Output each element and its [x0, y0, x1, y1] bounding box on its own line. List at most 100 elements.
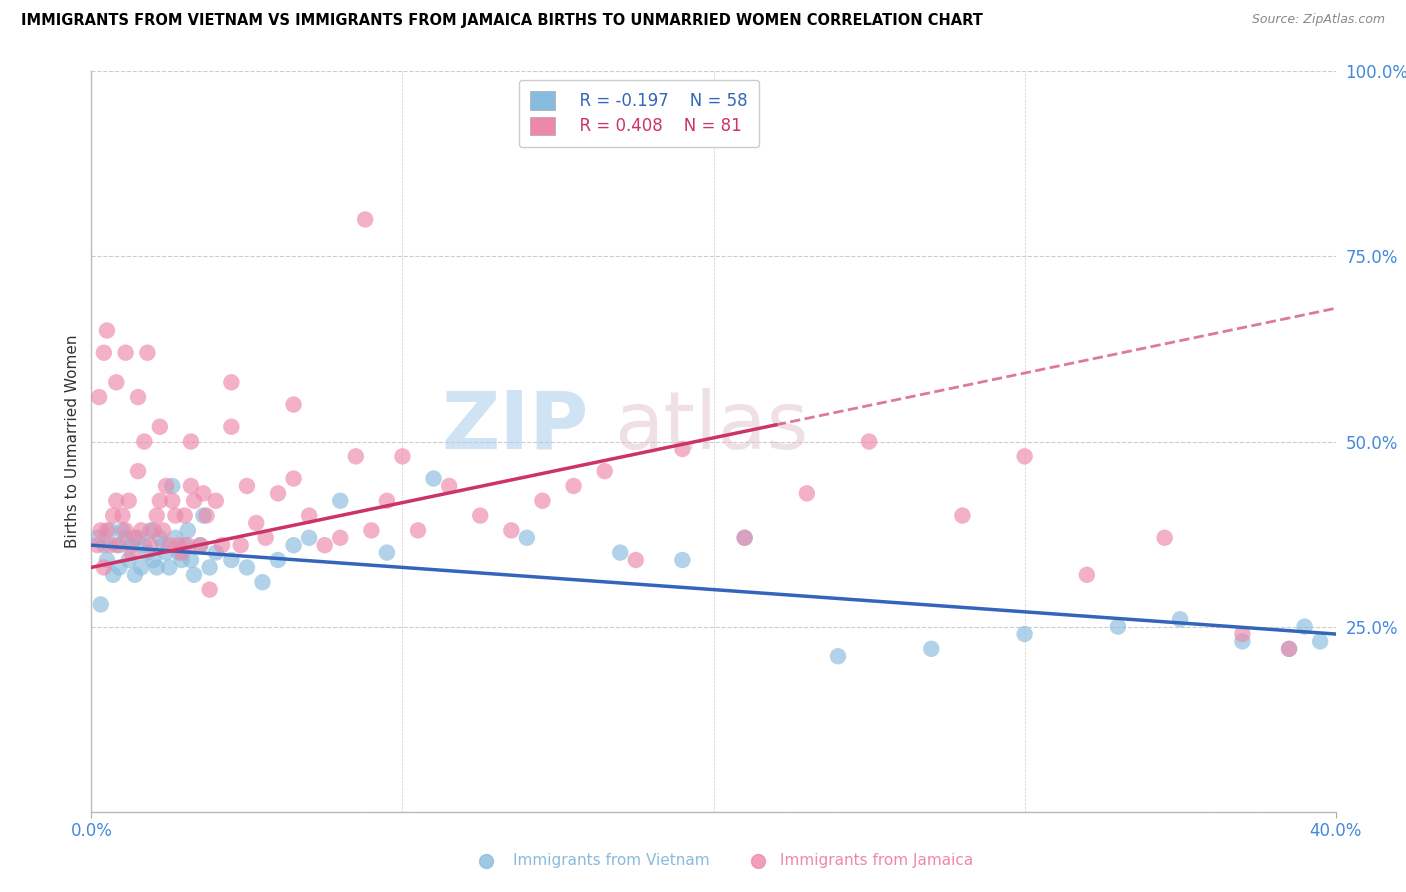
Point	[198, 582, 221, 597]
Point	[136, 345, 159, 359]
Point	[108, 538, 131, 552]
Y-axis label: Births to Unmarried Women: Births to Unmarried Women	[65, 334, 80, 549]
Text: Source: ZipAtlas.com: Source: ZipAtlas.com	[1251, 13, 1385, 27]
Point	[114, 345, 136, 359]
Point	[245, 516, 267, 530]
Point	[177, 538, 200, 552]
Point	[152, 538, 174, 552]
Point	[254, 531, 277, 545]
Point	[671, 442, 693, 456]
Point	[920, 641, 942, 656]
Point	[157, 538, 180, 552]
Point	[470, 508, 492, 523]
Point	[422, 471, 444, 485]
Point	[1309, 634, 1331, 648]
Point	[129, 560, 152, 574]
Point	[1014, 450, 1036, 464]
Point	[1278, 641, 1301, 656]
Point	[375, 493, 398, 508]
Point	[344, 450, 367, 464]
Point	[173, 538, 195, 552]
Point	[124, 567, 146, 582]
Point	[1014, 627, 1036, 641]
Point	[145, 560, 167, 574]
Point	[165, 531, 187, 545]
Point	[236, 479, 259, 493]
Point	[145, 508, 167, 523]
Point	[1168, 612, 1191, 626]
Point	[162, 493, 184, 508]
Point	[142, 553, 165, 567]
Point	[221, 376, 243, 390]
Point	[298, 531, 321, 545]
Text: Immigrants from Jamaica: Immigrants from Jamaica	[780, 854, 973, 868]
Point	[162, 479, 184, 493]
Point	[221, 419, 243, 434]
Text: IMMIGRANTS FROM VIETNAM VS IMMIGRANTS FROM JAMAICA BIRTHS TO UNMARRIED WOMEN COR: IMMIGRANTS FROM VIETNAM VS IMMIGRANTS FR…	[21, 13, 983, 29]
Point	[105, 493, 128, 508]
Point	[127, 464, 149, 478]
Point	[180, 434, 202, 449]
Point	[177, 524, 200, 538]
Point	[129, 524, 152, 538]
Point	[1107, 619, 1129, 633]
Legend:   R = -0.197    N = 58,   R = 0.408    N = 81: R = -0.197 N = 58, R = 0.408 N = 81	[519, 79, 759, 147]
Point	[858, 434, 880, 449]
Point	[93, 345, 115, 359]
Point	[136, 546, 159, 560]
Point	[114, 531, 136, 545]
Point	[475, 854, 498, 868]
Point	[391, 450, 413, 464]
Point	[134, 538, 156, 552]
Point	[314, 538, 336, 552]
Point	[118, 493, 141, 508]
Point	[96, 524, 118, 538]
Point	[101, 567, 124, 582]
Point	[93, 560, 115, 574]
Point	[593, 464, 616, 478]
Point	[111, 508, 134, 523]
Point	[108, 560, 131, 574]
Point	[167, 538, 190, 552]
Point	[205, 546, 228, 560]
Point	[152, 524, 174, 538]
Point	[562, 479, 585, 493]
Point	[157, 560, 180, 574]
Point	[375, 546, 398, 560]
Point	[267, 486, 290, 500]
Point	[165, 508, 187, 523]
Point	[501, 524, 523, 538]
Point	[671, 553, 693, 567]
Point	[96, 324, 118, 338]
Point	[283, 538, 305, 552]
Point	[329, 493, 352, 508]
Text: Immigrants from Vietnam: Immigrants from Vietnam	[513, 854, 710, 868]
Point	[747, 854, 769, 868]
Point	[105, 538, 128, 552]
Point	[170, 553, 193, 567]
Point	[1076, 567, 1098, 582]
Point	[516, 531, 538, 545]
Point	[111, 524, 134, 538]
Point	[118, 553, 141, 567]
Point	[127, 390, 149, 404]
Point	[183, 567, 205, 582]
Point	[134, 434, 156, 449]
Point	[221, 553, 243, 567]
Point	[101, 508, 124, 523]
Point	[180, 479, 202, 493]
Point	[86, 538, 108, 552]
Point	[1294, 619, 1316, 633]
Point	[283, 398, 305, 412]
Point	[193, 508, 215, 523]
Point	[93, 538, 115, 552]
Point	[734, 531, 756, 545]
Point	[149, 531, 172, 545]
Point	[267, 553, 290, 567]
Point	[98, 538, 121, 552]
Point	[86, 531, 108, 545]
Point	[96, 553, 118, 567]
Point	[198, 560, 221, 574]
Point	[229, 538, 252, 552]
Point	[205, 493, 228, 508]
